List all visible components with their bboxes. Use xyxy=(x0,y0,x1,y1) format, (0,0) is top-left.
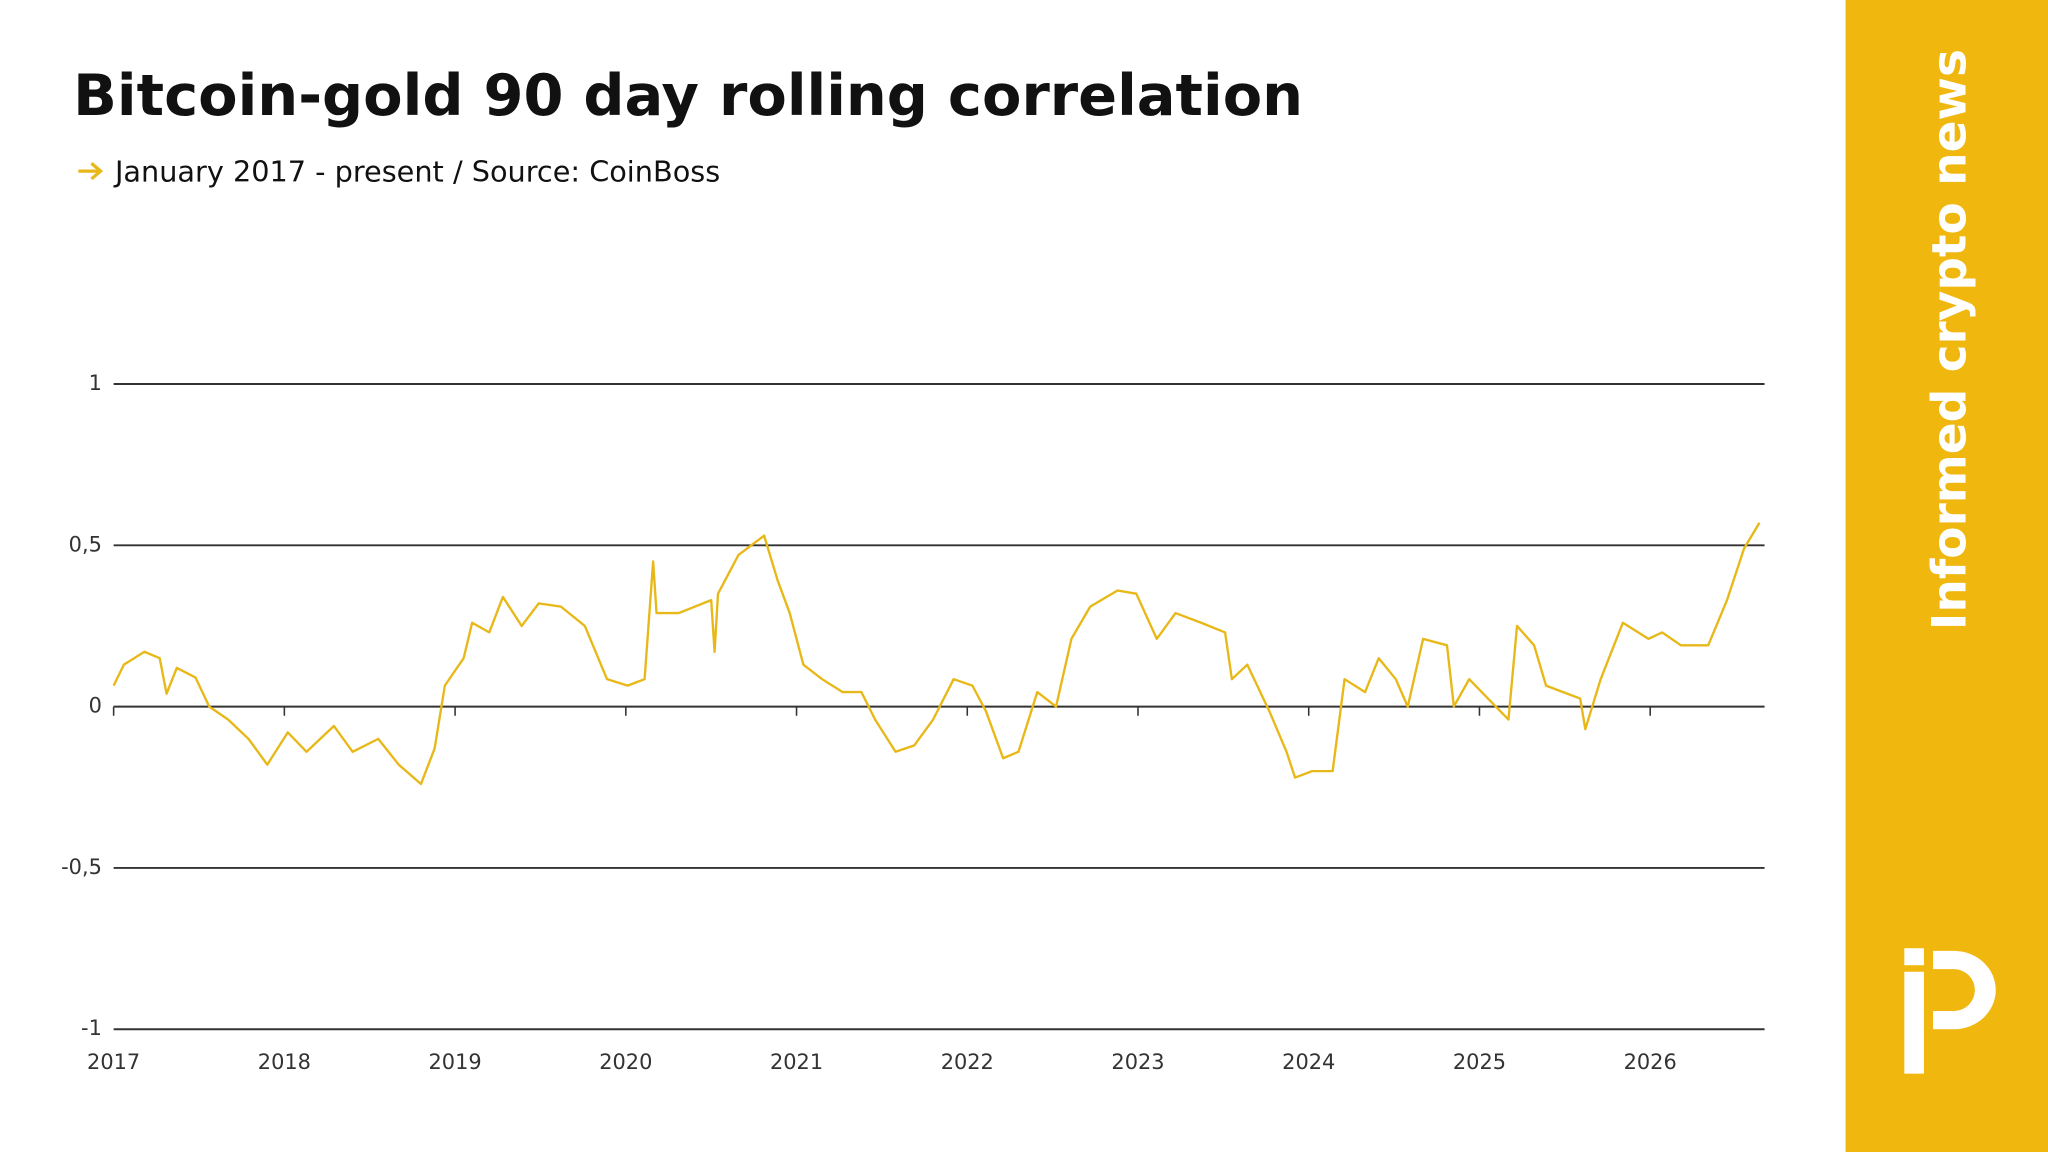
y-tick-label: -1 xyxy=(81,1016,102,1040)
x-tick-label: 2024 xyxy=(1282,1050,1335,1074)
plot-area: 1 0,5 0 -0,5 -1 2017 2018 2019 2020 2021 2022 2023 2… xyxy=(61,371,1765,1074)
x-tick-label: 2025 xyxy=(1453,1050,1506,1074)
subtitle-arrow xyxy=(78,162,104,181)
y-tick-label: -0,5 xyxy=(61,855,102,879)
brand-text: Informed crypto news xyxy=(1923,49,1978,630)
x-tick-label: 2022 xyxy=(941,1050,994,1074)
chart-subtitle: January 2017 - present / Source: CoinBos… xyxy=(113,155,720,189)
x-tick-label: 2021 xyxy=(770,1050,823,1074)
brand-logo xyxy=(1904,948,1996,1074)
x-tick-label: 2017 xyxy=(87,1050,140,1074)
chart-title: Bitcoin-gold 90 day rolling correlation xyxy=(73,62,1303,129)
x-tick-label: 2019 xyxy=(429,1050,482,1074)
y-tick-label: 1 xyxy=(89,371,102,395)
data-line xyxy=(112,522,1761,786)
y-tick-label: 0 xyxy=(89,694,102,718)
x-tick-label: 2023 xyxy=(1111,1050,1164,1074)
x-tick-label: 2020 xyxy=(599,1050,652,1074)
x-tick-label: 2018 xyxy=(258,1050,311,1074)
y-tick-label: 0,5 xyxy=(69,532,102,556)
x-tick-label: 2026 xyxy=(1624,1050,1677,1074)
